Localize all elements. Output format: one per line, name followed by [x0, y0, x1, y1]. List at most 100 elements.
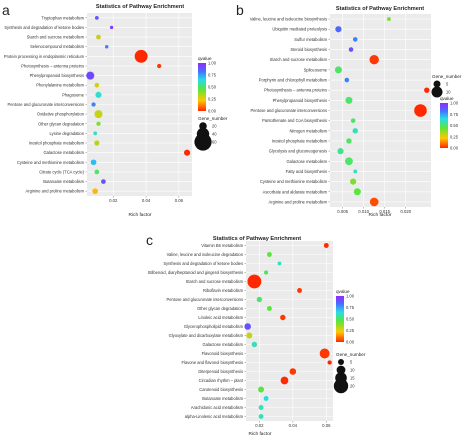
y-tick-label: Glycerophospholipid metabolism: [184, 324, 244, 329]
x-tick-label: 0.02: [109, 198, 118, 203]
data-point: [263, 396, 269, 401]
data-point: [352, 128, 358, 134]
data-point: [280, 314, 286, 321]
panel-label: a: [2, 2, 10, 18]
data-point: [92, 188, 99, 195]
x-axis-label: Rich factor: [369, 212, 392, 218]
size-legend-circle: [336, 365, 346, 375]
panel-b: b Statistics of Pathway Enrichment Valine,…: [236, 2, 462, 218]
plot-background: [246, 241, 333, 421]
data-point: [280, 376, 289, 385]
data-point: [323, 243, 329, 248]
data-point: [337, 148, 344, 155]
data-point: [104, 44, 109, 49]
y-tick-label: Pentose and glucuronate interconversions: [251, 108, 327, 113]
y-tick-label: Tryptophan metabolism: [41, 15, 84, 20]
data-point: [266, 252, 272, 257]
color-legend-bar: [336, 296, 344, 342]
data-point: [297, 288, 302, 293]
y-tick-label: Sulfur metabolism: [294, 37, 327, 42]
y-tick-label: Glycolysis and gluconeogenesis: [269, 149, 327, 154]
y-tick-label: Selenocompound metabolism: [30, 44, 85, 49]
color-legend-tick: 0.75: [346, 305, 355, 310]
chart-title: Statistics of Pathway Enrichment: [96, 4, 184, 10]
size-legend-label: 60: [212, 140, 217, 145]
data-point: [96, 121, 101, 126]
y-tick-label: Valine, leucine and isoleucine degradati…: [167, 252, 244, 257]
y-tick-label: Diterpenoid biosynthesis: [198, 369, 243, 374]
data-point: [91, 102, 96, 107]
color-legend-tick: 1.00: [208, 61, 217, 66]
y-tick-label: Steroid biosynthesis: [290, 47, 327, 52]
y-tick-label: Phenylpropanoid biosynthesis: [273, 98, 327, 103]
data-point: [387, 17, 391, 21]
x-axis-label: Rich factor: [129, 212, 152, 218]
y-tick-label: Cysteine and methionine metabolism: [17, 160, 85, 165]
data-point: [335, 26, 342, 33]
y-tick-label: Phenylalanine metabolism: [36, 83, 84, 88]
color-legend-title: qvalue: [440, 96, 454, 101]
y-tick-label: Glyoxylate and dicarboxylate metabolism: [169, 333, 244, 338]
color-legend-title: qvalue: [198, 56, 212, 61]
y-tick-label: Starch and sucrose metabolism: [270, 57, 328, 62]
data-point: [350, 178, 357, 185]
data-point: [345, 157, 353, 166]
color-legend-tick: 0.25: [450, 134, 459, 139]
size-legend-label: 10: [350, 368, 355, 373]
x-tick-label: 0.06: [322, 423, 331, 428]
color-legend-tick: 0.25: [208, 97, 217, 102]
x-tick-label: 0.04: [289, 423, 298, 428]
size-legend-circle: [431, 86, 443, 98]
data-point: [101, 179, 106, 184]
size-legend-label: 5: [350, 360, 353, 365]
data-point: [86, 71, 95, 80]
y-tick-label: Other glycan degradation: [38, 121, 85, 126]
y-tick-label: Other glycan degradation: [197, 306, 244, 311]
y-tick-label: Arginine and proline metabolism: [269, 199, 328, 204]
size-legend-title: Gene_number: [336, 352, 366, 357]
y-tick-label: Fatty acid biosynthesis: [286, 169, 327, 174]
data-point: [109, 25, 114, 30]
data-point: [263, 270, 269, 275]
color-legend-tick: 1.00: [346, 294, 355, 299]
size-legend-label: 10: [446, 90, 451, 95]
y-tick-label: Lysine degradation: [50, 131, 85, 136]
x-tick-label: 0.010: [358, 209, 369, 214]
x-tick-label: 0.02: [255, 423, 264, 428]
data-point: [319, 348, 330, 359]
x-tick-label: 0.04: [142, 198, 151, 203]
x-tick-label: 0.020: [400, 209, 411, 214]
data-point: [258, 414, 264, 419]
color-legend-tick: 0.50: [346, 317, 355, 322]
size-legend-circle: [338, 359, 344, 365]
data-point: [96, 34, 101, 40]
color-legend-tick: 0.00: [208, 109, 217, 114]
y-tick-label: Cysteine and methionine metabolism: [260, 179, 328, 184]
size-legend-label: 40: [212, 132, 217, 137]
panel-label: c: [146, 232, 153, 248]
data-point: [327, 360, 332, 365]
panel-label: b: [236, 2, 244, 18]
y-tick-label: Pantothenate and CoA biosynthesis: [262, 118, 327, 123]
data-point: [289, 368, 297, 375]
data-point: [348, 47, 354, 52]
size-legend-circle: [433, 80, 441, 88]
data-point: [345, 96, 353, 104]
y-tick-label: Inositol phosphate metabolism: [29, 141, 85, 146]
y-tick-label: Inositol phosphate metabolism: [272, 138, 328, 143]
x-tick-label: 0.015: [379, 209, 390, 214]
x-tick-label: 0.005: [337, 209, 348, 214]
y-tick-label: Linoleic acid metabolism: [198, 315, 243, 320]
y-tick-label: Galactose metabolism: [287, 159, 328, 164]
y-tick-label: Vitamin B6 metabolism: [201, 243, 243, 248]
data-point: [184, 149, 191, 156]
y-tick-label: Oxidative phosphorylation: [37, 112, 85, 117]
y-tick-label: Ascorbate and aldarate metabolism: [263, 189, 328, 194]
data-point: [334, 66, 342, 74]
data-point: [258, 386, 265, 393]
y-tick-label: Porphyrin and chlorophyll metabolism: [259, 78, 328, 83]
y-tick-label: Spliceosome: [304, 67, 328, 72]
data-point: [94, 82, 100, 88]
y-tick-label: Phenylpropanoid biosynthesis: [30, 73, 84, 78]
size-legend-title: Gene_number: [432, 74, 462, 79]
